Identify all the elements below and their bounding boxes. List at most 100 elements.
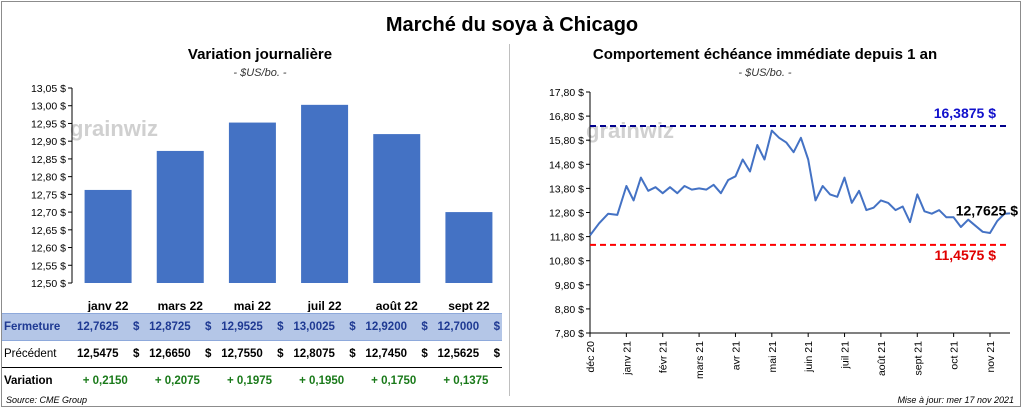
update-date: Mise à jour: mer 17 nov 2021 <box>897 395 1014 405</box>
x-tick-label: avr 21 <box>730 341 742 370</box>
currency-symbol: $ <box>190 340 214 368</box>
currency-symbol: $ <box>407 313 430 341</box>
y-tick-label: 8,80 $ <box>555 304 584 316</box>
y-tick-label: 10,80 $ <box>549 256 584 268</box>
previous-value: 12,8075 <box>285 340 335 368</box>
change-value: + 0,2150 <box>82 375 128 387</box>
close-row-label: Fermeture <box>2 313 70 341</box>
x-tick-label: mars 21 <box>694 341 706 379</box>
x-tick-label: mars 22 <box>158 299 204 312</box>
right-chart-unit: - $US/bo. - <box>738 67 792 79</box>
change-value: + 0,1950 <box>299 375 345 387</box>
y-tick-label: 12,65 $ <box>31 225 66 237</box>
close-row: Fermeture 12,7625 $ 12,8725 $ 12,9525 $ 13,… <box>2 313 502 341</box>
y-tick-label: 14,80 $ <box>549 159 584 171</box>
y-tick-label: 12,85 $ <box>31 154 66 166</box>
x-tick-label: sept 21 <box>912 341 924 376</box>
y-tick-label: 11,80 $ <box>550 232 584 244</box>
page-title: Marché du soya à Chicago <box>385 14 639 36</box>
x-tick-label: janv 21 <box>621 341 633 376</box>
price-table: Fermeture 12,7625 $ 12,8725 $ 12,9525 $ 13,… <box>2 313 502 394</box>
x-tick-label: juin 21 <box>803 341 815 373</box>
x-tick-label: janv 22 <box>87 299 129 312</box>
previous-row-label: Précédent <box>2 340 70 368</box>
x-tick-label: févr 21 <box>658 341 670 373</box>
currency-symbol: $ <box>262 340 286 368</box>
y-tick-label: 12,90 $ <box>31 136 66 148</box>
price-line <box>589 129 1011 237</box>
currency-symbol: $ <box>334 340 358 368</box>
bar <box>373 134 421 283</box>
change-value: + 0,2075 <box>154 375 200 387</box>
currency-symbol: $ <box>334 313 358 341</box>
change-value: + 0,1750 <box>371 375 417 387</box>
close-value: 12,7625 <box>69 313 119 341</box>
y-tick-label: 16,80 $ <box>549 111 584 123</box>
y-tick-label: 12,70 $ <box>31 207 66 219</box>
bar <box>445 212 493 283</box>
y-tick-label: 7,80 $ <box>555 328 584 340</box>
bar <box>156 150 204 283</box>
x-tick-label: mai 22 <box>234 299 272 312</box>
right-chart-title: Comportement échéance immédiate depuis 1… <box>592 46 938 63</box>
last-price-label: 12,7625 $ <box>956 202 1018 218</box>
panel-divider <box>509 44 510 396</box>
change-value: + 0,1975 <box>226 375 273 387</box>
y-tick-label: 15,80 $ <box>549 135 584 147</box>
low-label: 11,4575 $ <box>934 247 996 263</box>
watermark-logo: grainwiz <box>586 118 674 143</box>
change-row: Variation + 0,2150 + 0,2075 + 0,1975 + 0… <box>2 368 502 395</box>
y-tick-label: 9,80 $ <box>555 280 584 292</box>
x-tick-label: oct 21 <box>949 341 961 370</box>
watermark-logo: grainwiz <box>70 116 158 141</box>
y-tick-label: 12,75 $ <box>31 189 66 201</box>
x-tick-label: déc 20 <box>585 341 597 373</box>
y-tick-label: 13,05 $ <box>31 83 66 95</box>
change-value: + 0,1375 <box>443 375 489 387</box>
currency-symbol: $ <box>407 340 430 368</box>
left-chart-title: Variation journalière <box>187 46 333 63</box>
change-row-label: Variation <box>4 375 53 387</box>
line-chart: grainwiz 7,80 $ 8,80 $ 9,80 $ 10,80 $ 11,80 $… <box>549 87 1018 379</box>
bar <box>228 122 276 284</box>
previous-value: 12,5625 <box>429 340 480 368</box>
x-tick-label: sept 22 <box>448 299 490 312</box>
close-value: 12,7000 <box>429 313 480 341</box>
close-value: 12,8725 <box>141 313 191 341</box>
previous-value: 12,5475 <box>69 340 119 368</box>
y-tick-label: 12,60 $ <box>31 243 66 255</box>
y-tick-label: 12,80 $ <box>549 208 584 220</box>
x-tick-label: mai 21 <box>767 341 779 373</box>
y-tick-label: 13,00 $ <box>31 101 66 113</box>
previous-value: 12,6650 <box>141 340 191 368</box>
currency-symbol: $ <box>118 340 142 368</box>
y-tick-label: 12,95 $ <box>31 118 66 130</box>
x-tick-label: juil 21 <box>840 341 852 370</box>
x-tick-label: nov 21 <box>985 341 997 373</box>
close-value: 12,9200 <box>357 313 407 341</box>
previous-value: 12,7550 <box>213 340 263 368</box>
y-tick-label: 12,50 $ <box>31 278 66 290</box>
source-note: Source: CME Group <box>6 395 88 405</box>
bar-chart: grainwiz 12,50 $ 12,55 $ 12,60 $ 12,65 $ 12,7… <box>31 83 493 312</box>
bar <box>84 189 132 283</box>
currency-symbol: $ <box>118 313 142 341</box>
currency-symbol: $ <box>479 313 502 341</box>
close-value: 13,0025 <box>285 313 335 341</box>
currency-symbol: $ <box>190 313 214 341</box>
bar <box>301 104 349 283</box>
currency-symbol: $ <box>479 340 502 368</box>
close-value: 12,9525 <box>213 313 263 341</box>
x-tick-label: août 21 <box>876 341 888 376</box>
y-tick-label: 17,80 $ <box>549 87 584 99</box>
previous-row: Précédent 12,5475 $ 12,6650 $ 12,7550 $ 12,… <box>2 340 502 368</box>
y-tick-label: 13,80 $ <box>549 183 584 195</box>
y-tick-label: 12,80 $ <box>31 172 66 184</box>
x-tick-label: août 22 <box>376 299 418 312</box>
left-chart-unit: - $US/bo. - <box>233 67 287 79</box>
previous-value: 12,7450 <box>357 340 407 368</box>
currency-symbol: $ <box>262 313 286 341</box>
x-tick-label: juil 22 <box>307 299 342 312</box>
high-label: 16,3875 $ <box>934 105 996 121</box>
